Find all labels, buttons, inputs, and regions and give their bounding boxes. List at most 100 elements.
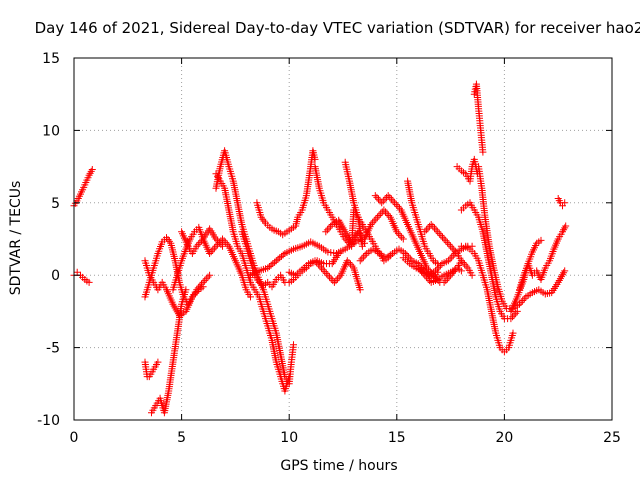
data-point bbox=[377, 210, 385, 218]
data-point bbox=[271, 258, 279, 266]
data-point bbox=[451, 266, 459, 274]
data-point bbox=[445, 273, 453, 281]
data-point bbox=[394, 230, 402, 238]
data-point bbox=[444, 257, 452, 265]
data-point bbox=[223, 240, 231, 248]
series-sat-h bbox=[178, 225, 226, 257]
data-point bbox=[276, 254, 284, 262]
data-point bbox=[399, 235, 407, 243]
series-sat-ab bbox=[470, 80, 487, 156]
data-point bbox=[517, 298, 525, 306]
data-point bbox=[396, 204, 403, 212]
data-point bbox=[324, 271, 332, 279]
x-tick-label: 15 bbox=[388, 430, 406, 446]
data-point bbox=[198, 237, 205, 245]
data-point bbox=[212, 235, 220, 243]
data-point bbox=[274, 255, 282, 263]
series-sat-c bbox=[141, 358, 162, 381]
data-point bbox=[321, 268, 329, 276]
data-point bbox=[313, 259, 321, 266]
data-point bbox=[383, 210, 391, 218]
data-point bbox=[318, 264, 325, 272]
data-point bbox=[215, 239, 223, 247]
data-point bbox=[512, 309, 520, 317]
data-point bbox=[358, 242, 366, 250]
data-point bbox=[509, 329, 517, 337]
data-point bbox=[387, 195, 395, 203]
data-point bbox=[272, 257, 280, 265]
data-point bbox=[457, 267, 465, 275]
y-tick-label: -5 bbox=[46, 341, 60, 357]
data-point bbox=[507, 315, 515, 323]
data-point bbox=[343, 257, 351, 265]
data-point bbox=[370, 217, 378, 225]
series-sat-d bbox=[148, 286, 190, 417]
data-point bbox=[451, 248, 459, 256]
data-point bbox=[422, 273, 430, 281]
series-sat-k bbox=[238, 228, 343, 291]
data-point bbox=[433, 265, 441, 273]
data-point bbox=[219, 235, 226, 243]
data-point bbox=[432, 226, 440, 234]
data-point bbox=[335, 273, 343, 281]
series-sat-z bbox=[457, 242, 517, 356]
data-point bbox=[356, 257, 364, 265]
y-axis-label: SDTVAR / TECUs bbox=[8, 181, 24, 296]
data-point bbox=[396, 231, 404, 239]
data-point bbox=[510, 311, 518, 319]
series-sat-ae bbox=[516, 236, 545, 294]
data-point bbox=[385, 212, 393, 219]
data-point bbox=[334, 275, 342, 283]
data-point bbox=[371, 192, 379, 200]
data-point bbox=[314, 260, 322, 268]
data-point bbox=[290, 341, 297, 349]
series-sat-v bbox=[421, 221, 476, 279]
data-point bbox=[431, 224, 438, 232]
data-point bbox=[332, 277, 340, 285]
series-sat-e bbox=[141, 234, 214, 308]
data-point bbox=[217, 240, 225, 248]
data-point bbox=[561, 199, 569, 207]
data-point bbox=[403, 251, 411, 259]
data-point bbox=[207, 248, 215, 256]
data-point bbox=[269, 260, 277, 268]
data-point bbox=[446, 255, 454, 263]
data-point bbox=[311, 155, 319, 163]
data-point bbox=[436, 261, 444, 269]
data-point bbox=[435, 263, 443, 271]
data-point bbox=[424, 275, 432, 283]
data-point bbox=[369, 219, 377, 227]
data-point bbox=[199, 283, 207, 291]
data-point bbox=[193, 288, 201, 295]
data-point bbox=[448, 244, 456, 252]
y-tick-label: 5 bbox=[51, 196, 60, 212]
data-point bbox=[462, 262, 470, 270]
data-point bbox=[439, 233, 446, 241]
series-sat-ad bbox=[507, 222, 570, 315]
data-point bbox=[445, 240, 453, 248]
data-point bbox=[447, 242, 455, 250]
data-point bbox=[450, 268, 458, 276]
data-point bbox=[327, 222, 335, 230]
data-point bbox=[381, 195, 389, 203]
series-sat-o bbox=[311, 163, 366, 250]
data-point bbox=[393, 228, 401, 236]
x-tick-label: 25 bbox=[603, 430, 621, 446]
data-point bbox=[201, 277, 209, 285]
data-point bbox=[373, 213, 381, 221]
y-tick-label: 0 bbox=[51, 268, 60, 284]
data-point bbox=[427, 221, 435, 228]
data-point bbox=[265, 263, 273, 270]
data-point bbox=[202, 275, 210, 283]
data-point bbox=[448, 269, 456, 277]
series-sat-s bbox=[371, 192, 444, 286]
data-point bbox=[479, 148, 487, 156]
data-point bbox=[468, 271, 476, 279]
data-point bbox=[379, 197, 387, 205]
data-point bbox=[443, 275, 451, 283]
data-point bbox=[345, 259, 353, 266]
data-point bbox=[416, 266, 424, 274]
data-point bbox=[192, 289, 200, 297]
